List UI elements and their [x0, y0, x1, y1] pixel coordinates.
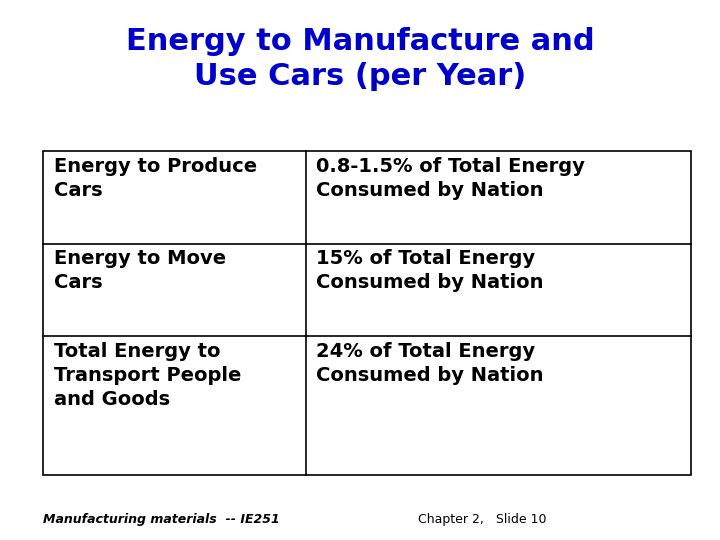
Text: 24% of Total Energy
Consumed by Nation: 24% of Total Energy Consumed by Nation [317, 342, 544, 385]
Text: Total Energy to
Transport People
and Goods: Total Energy to Transport People and Goo… [54, 342, 241, 409]
Text: 0.8-1.5% of Total Energy
Consumed by Nation: 0.8-1.5% of Total Energy Consumed by Nat… [317, 157, 585, 200]
Text: 15% of Total Energy
Consumed by Nation: 15% of Total Energy Consumed by Nation [317, 249, 544, 293]
Bar [43, 151, 691, 475]
Text: Energy to Manufacture and
Use Cars (per Year): Energy to Manufacture and Use Cars (per … [126, 27, 594, 91]
Text: Energy to Produce
Cars: Energy to Produce Cars [54, 157, 257, 200]
Text: Manufacturing materials  -- IE251: Manufacturing materials -- IE251 [43, 514, 280, 526]
Text: Energy to Move
Cars: Energy to Move Cars [54, 249, 226, 293]
Text: Chapter 2,   Slide 10: Chapter 2, Slide 10 [418, 514, 546, 526]
